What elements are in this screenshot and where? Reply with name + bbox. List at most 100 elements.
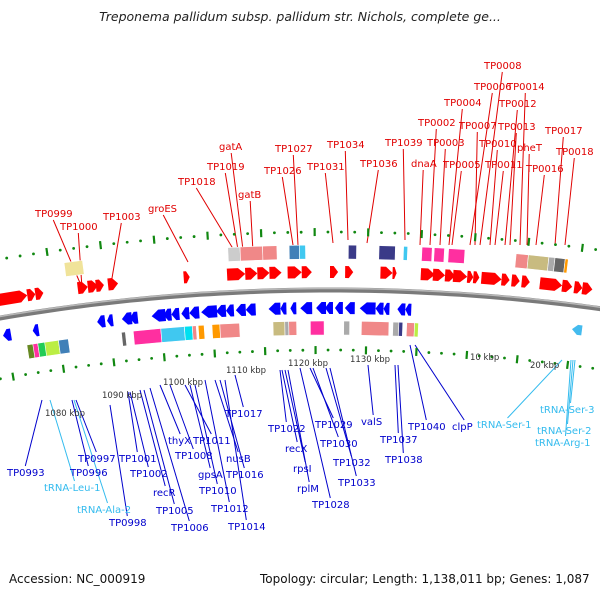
forward-gene-arrow[interactable] bbox=[76, 281, 89, 295]
forward-gene-arrow[interactable] bbox=[107, 277, 119, 291]
forward-gene-arrow[interactable] bbox=[329, 266, 339, 279]
cog-box[interactable] bbox=[398, 321, 404, 337]
forward-gene-arrow[interactable] bbox=[501, 273, 510, 286]
cog-box[interactable] bbox=[343, 320, 350, 336]
gene-label[interactable]: gpsA bbox=[198, 470, 223, 481]
reverse-gene-arrow[interactable] bbox=[571, 324, 583, 336]
forward-gene-arrow[interactable] bbox=[581, 282, 594, 295]
gene-label[interactable]: TP1011 bbox=[192, 436, 231, 447]
cog-box[interactable] bbox=[378, 245, 396, 261]
trna-label[interactable]: tRNA-Ser-3 bbox=[540, 405, 595, 416]
reverse-gene-arrow[interactable] bbox=[334, 302, 343, 315]
reverse-gene-arrow[interactable] bbox=[290, 302, 297, 315]
forward-gene-arrow[interactable] bbox=[183, 271, 190, 284]
cog-box[interactable] bbox=[219, 322, 241, 339]
gene-label[interactable]: TP1031 bbox=[306, 162, 345, 173]
trna-label[interactable]: tRNA-Ala-2 bbox=[77, 505, 131, 516]
forward-gene-arrow[interactable] bbox=[301, 266, 312, 279]
forward-gene-arrow[interactable] bbox=[345, 266, 354, 279]
cog-box[interactable] bbox=[262, 245, 278, 261]
gene-label[interactable]: TP0004 bbox=[443, 98, 482, 109]
reverse-gene-arrow[interactable] bbox=[280, 302, 287, 315]
forward-gene-arrow[interactable] bbox=[511, 274, 520, 287]
gene-label[interactable]: TP1002 bbox=[129, 469, 168, 480]
cog-box[interactable] bbox=[360, 320, 390, 337]
forward-gene-arrow[interactable] bbox=[95, 279, 104, 292]
forward-gene-arrow[interactable] bbox=[466, 270, 474, 283]
forward-gene-arrow[interactable] bbox=[26, 288, 36, 302]
cog-box[interactable] bbox=[272, 321, 286, 337]
cog-box[interactable] bbox=[288, 244, 300, 260]
gene-label[interactable]: gatA bbox=[219, 142, 242, 153]
cog-box[interactable] bbox=[63, 260, 85, 277]
cog-box[interactable] bbox=[239, 245, 264, 262]
reverse-gene-arrow[interactable] bbox=[405, 303, 412, 316]
forward-gene-arrow[interactable] bbox=[420, 268, 436, 281]
gene-label[interactable]: TP1016 bbox=[225, 470, 264, 481]
reverse-gene-arrow[interactable] bbox=[216, 304, 227, 318]
gene-label[interactable]: TP0999 bbox=[34, 209, 73, 220]
reverse-gene-arrow[interactable] bbox=[325, 302, 333, 315]
reverse-gene-arrow[interactable] bbox=[163, 308, 172, 322]
cog-box[interactable] bbox=[121, 331, 128, 347]
cog-box[interactable] bbox=[184, 325, 194, 341]
gene-label[interactable]: TP0010 bbox=[478, 139, 517, 150]
gene-label[interactable]: thyX bbox=[168, 436, 191, 447]
gene-label[interactable]: TP1030 bbox=[319, 439, 358, 450]
gene-label[interactable]: TP0007 bbox=[458, 121, 497, 132]
forward-gene-arrow[interactable] bbox=[287, 266, 302, 279]
cog-box[interactable] bbox=[160, 326, 186, 343]
forward-gene-arrow[interactable] bbox=[472, 271, 480, 284]
gene-label[interactable]: TP0018 bbox=[555, 147, 594, 158]
reverse-gene-arrow[interactable] bbox=[225, 304, 235, 317]
reverse-gene-arrow[interactable] bbox=[268, 302, 281, 315]
reverse-gene-arrow[interactable] bbox=[245, 303, 256, 316]
gene-label[interactable]: rplM bbox=[297, 484, 319, 495]
gene-label[interactable]: TP1003 bbox=[102, 212, 141, 223]
reverse-gene-arrow[interactable] bbox=[189, 306, 200, 319]
gene-label[interactable]: TP1028 bbox=[311, 500, 350, 511]
cog-box[interactable] bbox=[347, 244, 357, 260]
gene-label[interactable]: TP1018 bbox=[177, 177, 216, 188]
gene-label[interactable]: rpsI bbox=[293, 464, 312, 475]
forward-gene-arrow[interactable] bbox=[561, 279, 573, 293]
reverse-gene-arrow[interactable] bbox=[106, 314, 114, 327]
trna-label[interactable]: tRNA-Ser-1 bbox=[477, 420, 532, 431]
gene-label[interactable]: TP0996 bbox=[69, 468, 108, 479]
cog-box[interactable] bbox=[191, 325, 198, 341]
forward-gene-arrow[interactable] bbox=[573, 281, 583, 294]
reverse-gene-arrow[interactable] bbox=[151, 309, 167, 322]
gene-label[interactable]: pheT bbox=[517, 143, 543, 154]
gene-label[interactable]: TP1037 bbox=[379, 435, 418, 446]
gene-label[interactable]: TP0008 bbox=[483, 61, 522, 72]
cog-box[interactable] bbox=[211, 323, 221, 339]
forward-gene-arrow[interactable] bbox=[539, 277, 563, 291]
reverse-gene-arrow[interactable] bbox=[96, 315, 106, 328]
gene-label[interactable]: TP1000 bbox=[59, 222, 98, 233]
gene-label[interactable]: TP0002 bbox=[417, 118, 456, 129]
reverse-gene-arrow[interactable] bbox=[2, 328, 12, 341]
gene-label[interactable]: TP1006 bbox=[170, 523, 209, 534]
gene-label[interactable]: TP1012 bbox=[210, 504, 249, 515]
gene-label[interactable]: TP1033 bbox=[337, 478, 376, 489]
gene-label[interactable]: clpP bbox=[452, 422, 473, 433]
forward-gene-arrow[interactable] bbox=[392, 266, 397, 280]
reverse-gene-arrow[interactable] bbox=[344, 302, 355, 315]
gene-label[interactable]: nusB bbox=[226, 454, 251, 465]
cog-box[interactable] bbox=[413, 322, 419, 338]
cog-box[interactable] bbox=[553, 257, 566, 274]
gene-label[interactable]: TP1036 bbox=[359, 159, 398, 170]
cog-box[interactable] bbox=[421, 246, 433, 262]
gene-label[interactable]: TP1010 bbox=[198, 486, 237, 497]
gene-label[interactable]: TP1005 bbox=[155, 506, 194, 517]
reverse-gene-arrow[interactable] bbox=[375, 302, 384, 315]
forward-gene-arrow[interactable] bbox=[257, 267, 270, 280]
reverse-gene-arrow[interactable] bbox=[300, 302, 313, 315]
gene-label[interactable]: TP0003 bbox=[426, 138, 465, 149]
cog-box[interactable] bbox=[402, 246, 409, 261]
cog-box[interactable] bbox=[526, 254, 550, 272]
cog-box[interactable] bbox=[299, 244, 306, 260]
reverse-gene-arrow[interactable] bbox=[359, 302, 376, 315]
forward-gene-arrow[interactable] bbox=[87, 280, 99, 293]
gene-label[interactable]: TP1022 bbox=[267, 424, 306, 435]
